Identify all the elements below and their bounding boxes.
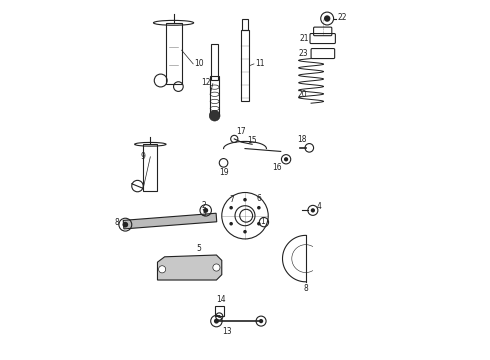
Circle shape <box>311 208 315 212</box>
Text: 23: 23 <box>299 49 309 58</box>
Circle shape <box>213 264 220 271</box>
Bar <box>242 19 248 30</box>
Text: 2: 2 <box>201 201 206 210</box>
Text: 8: 8 <box>115 218 119 227</box>
Text: 7: 7 <box>229 195 234 204</box>
Text: 18: 18 <box>297 135 307 144</box>
Bar <box>215 306 224 316</box>
Circle shape <box>324 15 330 22</box>
Text: 20: 20 <box>297 90 307 99</box>
Bar <box>241 30 249 102</box>
Text: 15: 15 <box>247 136 256 145</box>
Text: 5: 5 <box>196 244 201 253</box>
Circle shape <box>259 319 263 323</box>
Bar <box>166 23 182 84</box>
Circle shape <box>159 266 166 273</box>
Text: 8: 8 <box>303 284 308 293</box>
Text: 1: 1 <box>260 217 265 226</box>
Circle shape <box>243 198 247 202</box>
Circle shape <box>284 157 288 161</box>
Text: 17: 17 <box>236 127 245 136</box>
Text: 10: 10 <box>194 59 204 68</box>
Polygon shape <box>157 255 222 280</box>
Text: 19: 19 <box>219 168 228 177</box>
Text: 12: 12 <box>201 78 211 87</box>
Text: 3: 3 <box>201 210 206 219</box>
Circle shape <box>214 319 219 324</box>
Text: 22: 22 <box>337 13 346 22</box>
Circle shape <box>229 206 233 210</box>
Text: 16: 16 <box>272 163 282 172</box>
Bar <box>210 76 219 116</box>
Bar <box>143 144 157 191</box>
Circle shape <box>257 222 261 225</box>
Text: 14: 14 <box>216 295 225 304</box>
Text: 4: 4 <box>317 202 321 211</box>
Text: 11: 11 <box>255 59 265 68</box>
Circle shape <box>203 208 208 213</box>
Text: 13: 13 <box>222 327 232 336</box>
Text: 6: 6 <box>256 194 261 203</box>
Text: 9: 9 <box>141 152 146 161</box>
Bar <box>211 44 218 80</box>
Text: 21: 21 <box>299 35 309 44</box>
Circle shape <box>229 222 233 225</box>
Circle shape <box>209 111 220 121</box>
Circle shape <box>257 206 261 210</box>
Circle shape <box>122 222 128 228</box>
Circle shape <box>218 315 220 318</box>
Polygon shape <box>123 213 217 229</box>
Circle shape <box>243 230 247 234</box>
